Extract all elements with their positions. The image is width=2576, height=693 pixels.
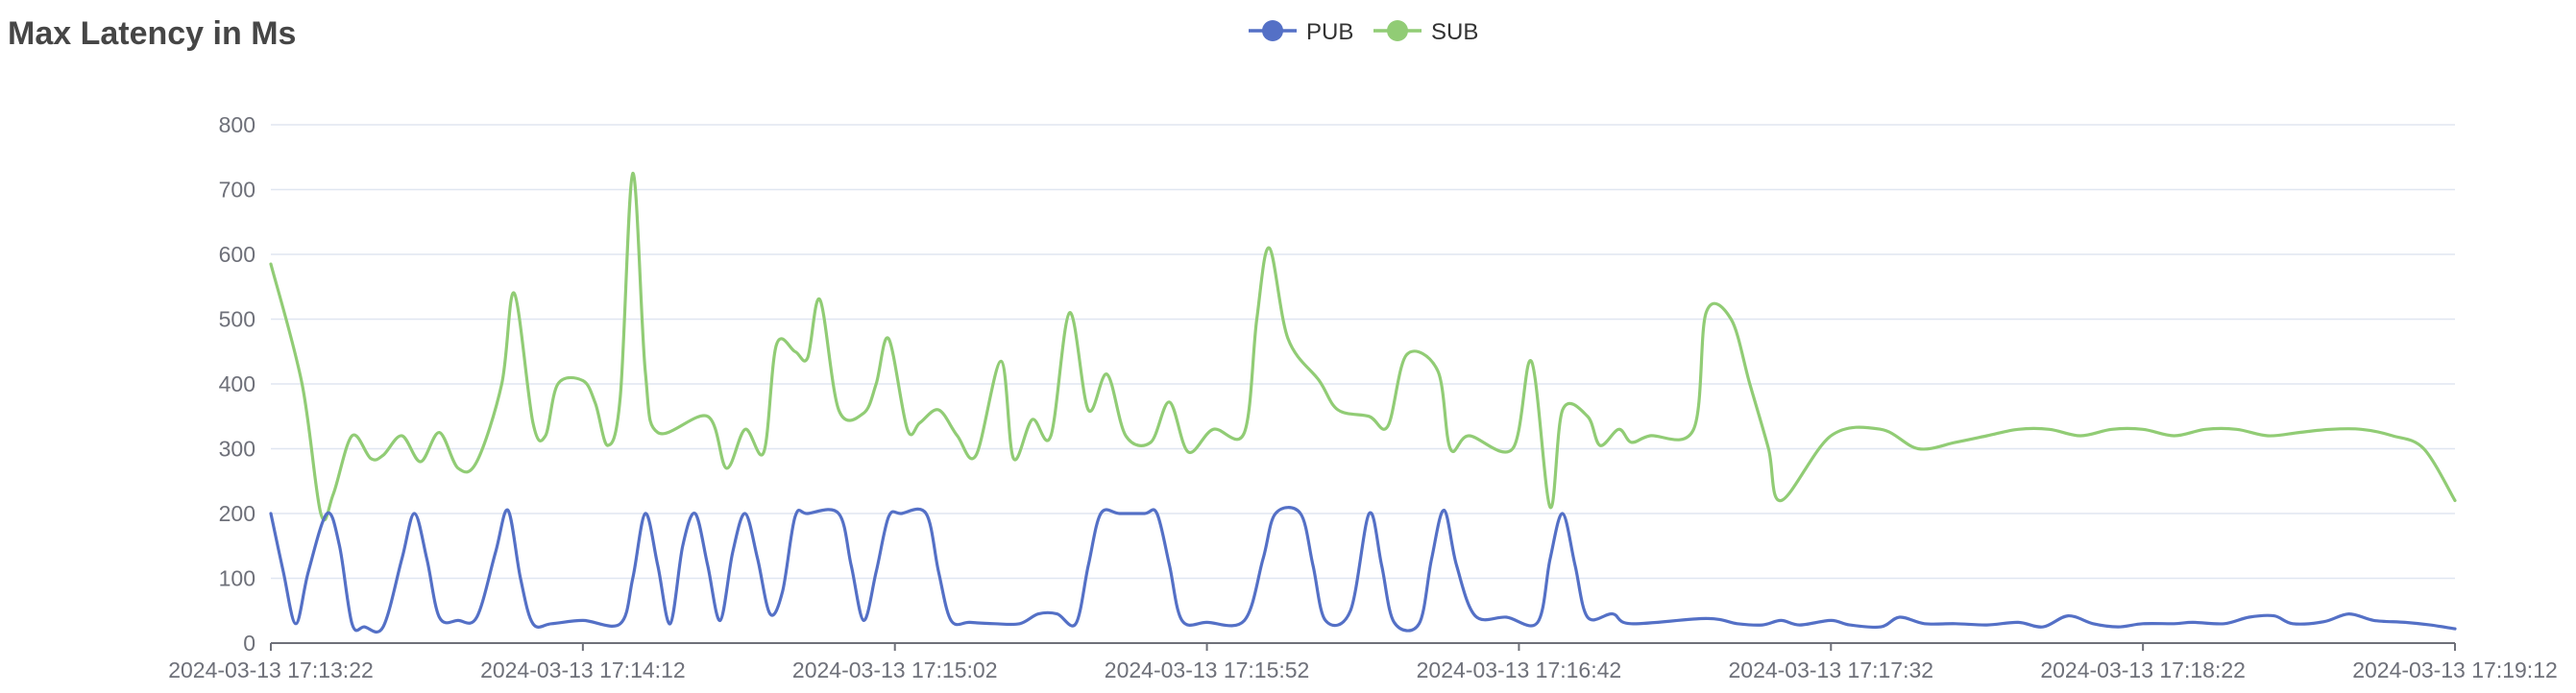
x-tick-label-0: 2024-03-13 17:13:22 bbox=[168, 657, 374, 682]
legend-label-sub: SUB bbox=[1431, 19, 1478, 45]
series-line-sub bbox=[269, 171, 2457, 522]
y-tick-label-0: 0 bbox=[243, 631, 255, 656]
legend-marker-sub bbox=[1387, 20, 1408, 41]
legend[interactable]: PUB SUB bbox=[1249, 19, 1478, 45]
series-line-pub bbox=[269, 506, 2457, 634]
y-tick-label-400: 400 bbox=[219, 371, 255, 396]
x-tick-label-4: 2024-03-13 17:16:42 bbox=[1417, 657, 1622, 682]
chart-title: Max Latency in Ms bbox=[8, 15, 297, 52]
legend-marker-pub bbox=[1262, 20, 1283, 41]
series-lines bbox=[269, 171, 2457, 634]
x-tick-label-6: 2024-03-13 17:18:22 bbox=[2040, 657, 2246, 682]
legend-label-pub: PUB bbox=[1306, 19, 1353, 45]
legend-item-pub[interactable]: PUB bbox=[1249, 19, 1353, 45]
y-tick-label-600: 600 bbox=[219, 242, 255, 267]
legend-item-sub[interactable]: SUB bbox=[1373, 19, 1478, 45]
x-tick-label-3: 2024-03-13 17:15:52 bbox=[1105, 657, 1310, 682]
y-tick-label-100: 100 bbox=[219, 566, 255, 591]
y-tick-label-300: 300 bbox=[219, 437, 255, 462]
y-tick-label-800: 800 bbox=[219, 112, 255, 137]
grid-lines bbox=[271, 124, 2455, 580]
y-tick-label-500: 500 bbox=[219, 307, 255, 332]
y-tick-label-200: 200 bbox=[219, 501, 255, 526]
x-tick-label-5: 2024-03-13 17:17:32 bbox=[1728, 657, 1933, 682]
axes: 0 100 200 300 400 500 600 700 800 2024-03-13 17:1… bbox=[168, 112, 2558, 682]
x-tick-label-2: 2024-03-13 17:15:02 bbox=[792, 657, 998, 682]
x-tick-label-1: 2024-03-13 17:14:12 bbox=[480, 657, 686, 682]
x-tick-label-7: 2024-03-13 17:19:12 bbox=[2352, 657, 2558, 682]
y-tick-label-700: 700 bbox=[219, 178, 255, 203]
